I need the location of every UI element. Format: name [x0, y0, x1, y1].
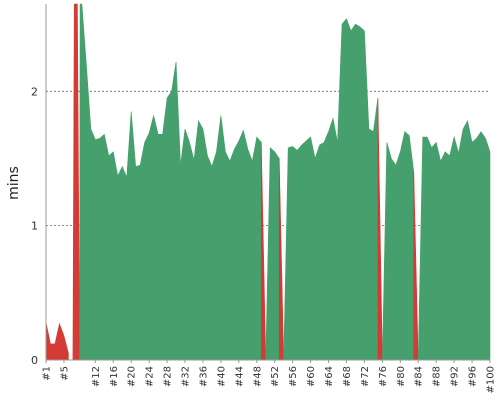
- x-tick-label: #48: [252, 366, 263, 387]
- x-tick-label: #64: [324, 366, 335, 387]
- x-tick-label: #28: [163, 366, 174, 387]
- duration-areas: [45, 3, 491, 361]
- y-tick-labels: 0 1 2: [31, 85, 38, 367]
- x-tick-label: #88: [432, 366, 443, 387]
- y-tick-label: 0: [31, 354, 38, 367]
- failed-area-3: [260, 142, 267, 361]
- x-tick-label: #84: [414, 366, 425, 387]
- x-tick-label: #36: [198, 366, 209, 387]
- x-tick-label: #1: [42, 366, 53, 381]
- passed-area-8: [382, 131, 415, 361]
- passed-area-4: [265, 147, 280, 361]
- x-tick-label: #72: [360, 366, 371, 387]
- x-tick-labels: #1 #5 #12 #16 #20 #24 #28 #32 #36 #40 #44 #48 #52 #56…: [42, 360, 497, 393]
- x-tick-label: #80: [396, 366, 407, 387]
- failed-area-0: [45, 322, 69, 361]
- x-tick-label: #12: [91, 366, 102, 387]
- x-tick-label: #60: [306, 366, 317, 387]
- x-tick-label: #76: [378, 366, 389, 387]
- x-tick-label: #92: [450, 366, 461, 387]
- x-tick-label: #56: [288, 366, 299, 387]
- x-tick-label: #96: [468, 366, 479, 387]
- x-tick-label: #44: [234, 366, 245, 387]
- x-tick-label: #68: [342, 366, 353, 387]
- x-tick-label: #40: [216, 366, 227, 387]
- passed-area-2: [79, 3, 262, 361]
- x-tick-label: #100: [486, 366, 497, 393]
- failed-area-1: [72, 3, 80, 361]
- y-axis-label: mins: [6, 166, 22, 200]
- passed-area-6: [283, 18, 379, 361]
- axes: [45, 4, 490, 361]
- x-tick-label: #52: [270, 366, 281, 387]
- failed-area-5: [278, 158, 285, 361]
- x-tick-label: #24: [145, 366, 156, 387]
- x-tick-label: #32: [181, 366, 192, 387]
- x-tick-label: #5: [59, 366, 70, 381]
- passed-area-10: [417, 120, 491, 361]
- y-tick-label: 1: [31, 220, 38, 233]
- x-tick-label: #16: [109, 366, 120, 387]
- failed-area-7: [377, 98, 383, 361]
- failed-area-9: [413, 171, 419, 361]
- x-tick-label: #20: [127, 366, 138, 387]
- y-tick-label: 2: [31, 85, 38, 98]
